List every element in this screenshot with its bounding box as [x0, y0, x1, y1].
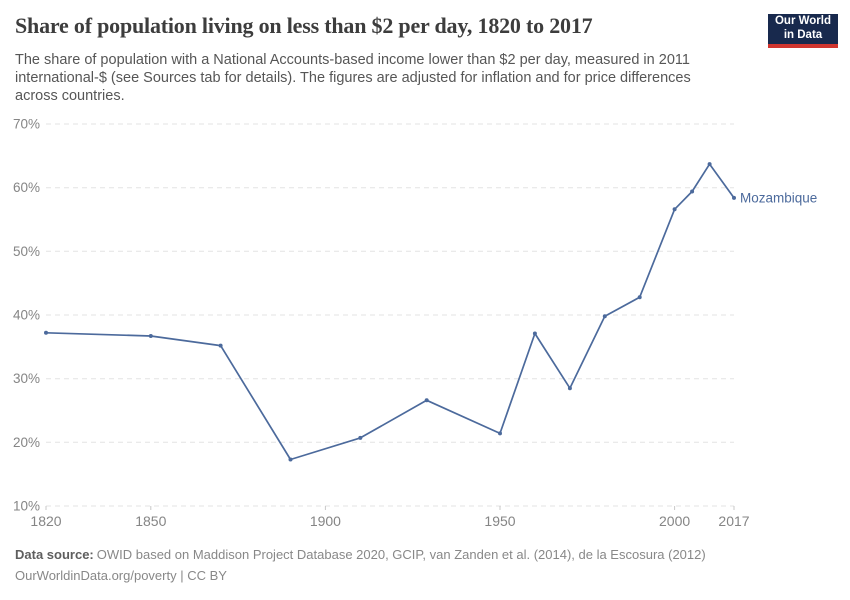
data-point[interactable] — [288, 457, 293, 462]
x-axis-label: 2017 — [718, 513, 749, 529]
data-point[interactable] — [148, 334, 153, 338]
owid-logo-line1: Our World — [774, 15, 831, 28]
data-source-text: OWID based on Maddison Project Database … — [96, 547, 706, 562]
x-axis-label: 1950 — [484, 513, 515, 529]
footer-link[interactable]: OurWorldinData.org/poverty | CC BY — [15, 567, 227, 583]
y-axis-label: 20% — [13, 435, 40, 450]
y-axis-label: 10% — [13, 499, 40, 514]
data-point[interactable] — [732, 195, 736, 200]
y-axis-label: 30% — [13, 371, 40, 386]
owid-logo[interactable]: Our World in Data — [768, 14, 838, 48]
line-mozambique[interactable] — [45, 163, 735, 461]
data-point[interactable] — [498, 431, 502, 436]
y-axis-label: 50% — [13, 244, 40, 259]
chart-footer: Data source: OWID based on Maddison Proje… — [15, 545, 706, 586]
data-point[interactable] — [602, 314, 607, 319]
x-axis-label: 2000 — [659, 513, 690, 529]
footer-link-line: OurWorldinData.org/poverty | CC BY — [15, 566, 706, 587]
owid-logo-line2: in Data — [783, 29, 823, 41]
page-title: Share of population living on less than … — [15, 13, 593, 38]
data-point[interactable] — [707, 162, 712, 167]
data-point[interactable] — [218, 343, 223, 348]
chart-svg[interactable]: 10% 20% 30% 40% 50% 60% 70% 1820 1850 1900 1950 200… — [0, 108, 850, 540]
data-point[interactable] — [424, 398, 429, 403]
y-axis-label: 70% — [13, 117, 40, 132]
data-point[interactable] — [637, 295, 642, 300]
data-point[interactable] — [532, 331, 537, 336]
y-axis-label: 40% — [13, 308, 40, 323]
x-axis-label: 1820 — [30, 513, 61, 529]
data-point[interactable] — [672, 207, 677, 212]
x-axis-label: 1850 — [135, 513, 166, 529]
data-source-line: Data source: OWID based on Maddison Proje… — [15, 545, 706, 566]
y-axis-label: 60% — [13, 180, 40, 195]
data-point[interactable] — [567, 386, 572, 391]
entity-label[interactable]: Mozambique — [740, 190, 817, 205]
data-source-label: Data source: — [15, 547, 94, 562]
data-point[interactable] — [690, 189, 695, 194]
chart-subtitle: The share of population with a National … — [15, 52, 691, 104]
x-axis-label: 1900 — [310, 513, 341, 529]
data-point[interactable] — [358, 435, 363, 440]
data-point[interactable] — [44, 330, 48, 335]
